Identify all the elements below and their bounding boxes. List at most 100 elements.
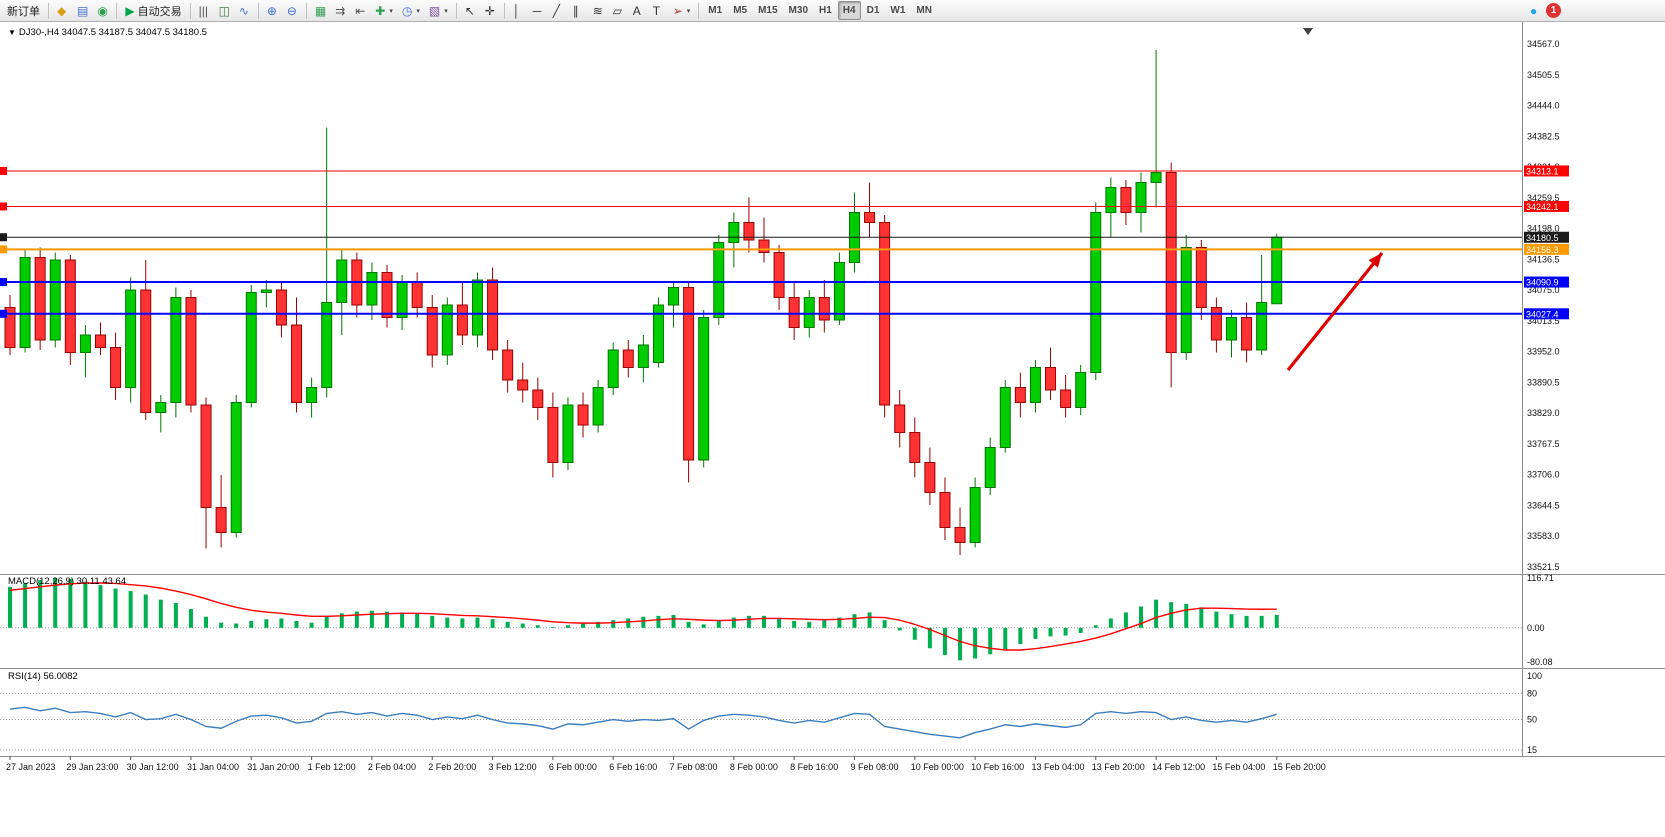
time-axis-label: 7 Feb 08:00 bbox=[670, 762, 718, 772]
auto-scroll-button[interactable]: ⇉ bbox=[331, 1, 350, 20]
trend-arrow-line[interactable] bbox=[1286, 251, 1384, 372]
chart-canvas[interactable]: 34567.034505.534444.034382.534321.034259… bbox=[0, 22, 1665, 837]
candle-body bbox=[321, 302, 333, 388]
timeframe-d1-button-label: D1 bbox=[866, 5, 880, 16]
indicators-button[interactable]: ✚ ▾ bbox=[371, 1, 397, 20]
cursor-button[interactable]: ↖ bbox=[461, 1, 480, 20]
navigator-icon: ◉ bbox=[97, 3, 108, 18]
macd-histogram-bar bbox=[565, 625, 570, 628]
candle-body bbox=[1060, 389, 1072, 408]
timeframe-m15-button[interactable]: M15 bbox=[753, 1, 782, 20]
candle-body bbox=[668, 287, 680, 306]
macd-histogram-bar bbox=[1274, 614, 1279, 628]
auto-trading-button[interactable]: ▶ 自动交易 bbox=[121, 1, 185, 20]
dropdown-arrow-icon: ▾ bbox=[416, 7, 420, 15]
crosshair-button[interactable]: ✛ bbox=[481, 1, 500, 20]
text-label-button[interactable]: T bbox=[649, 1, 668, 20]
crosshair-icon: ✛ bbox=[484, 3, 495, 18]
toolbar-separator bbox=[48, 2, 49, 19]
time-axis-label: 31 Jan 04:00 bbox=[187, 762, 239, 772]
timeframe-d1-button[interactable]: D1 bbox=[862, 1, 885, 20]
candlestick-chart-button[interactable]: ◫ bbox=[215, 1, 234, 20]
candle-body bbox=[381, 272, 393, 318]
tile-windows-icon: ▦ bbox=[314, 3, 327, 18]
clock-icon: ◷ bbox=[401, 3, 413, 18]
price-badge-label: 34027.4 bbox=[1526, 309, 1559, 319]
candle-body bbox=[1195, 247, 1207, 308]
trendline-button[interactable]: ╱ bbox=[549, 1, 568, 20]
cursor-icon: ↖ bbox=[464, 3, 475, 18]
zoom-in-button[interactable]: ⊕ bbox=[263, 1, 282, 20]
macd-histogram-bar bbox=[762, 615, 766, 628]
zoom-in-icon: ⊕ bbox=[266, 3, 277, 18]
zoom-out-button[interactable]: ⊖ bbox=[283, 1, 302, 20]
periods-button[interactable]: ◷ ▾ bbox=[398, 1, 424, 20]
macd-histogram-bar bbox=[746, 615, 751, 628]
candle-body bbox=[1150, 172, 1162, 183]
timeframe-m1-button[interactable]: M1 bbox=[703, 1, 727, 20]
macd-histogram-bar bbox=[897, 627, 902, 631]
macd-histogram-bar bbox=[490, 619, 495, 628]
chat-icon: ● bbox=[1530, 3, 1538, 18]
new-order-button-label: 新订单 bbox=[7, 5, 40, 18]
notification-badge[interactable]: 1 bbox=[1546, 3, 1561, 18]
candle-body bbox=[652, 304, 664, 363]
macd-histogram-bar bbox=[611, 620, 616, 628]
macd-axis-label: 0.00 bbox=[1527, 623, 1545, 633]
macd-histogram-bar bbox=[1048, 627, 1053, 637]
candle-body bbox=[215, 507, 227, 533]
candle-body bbox=[275, 289, 287, 326]
market-watch-button[interactable]: ◆ bbox=[53, 1, 72, 20]
macd-histogram-bar bbox=[927, 627, 932, 649]
line-chart-button[interactable]: ∿ bbox=[235, 1, 254, 20]
candle-body bbox=[79, 334, 91, 353]
price-badge-label: 34156.3 bbox=[1526, 245, 1559, 255]
price-axis-label: 33583.0 bbox=[1527, 531, 1560, 541]
price-axis-label: 34013.5 bbox=[1527, 316, 1560, 326]
templates-button[interactable]: ▧ ▾ bbox=[425, 1, 452, 20]
macd-histogram-bar bbox=[1229, 614, 1234, 628]
text-icon: A bbox=[632, 3, 641, 18]
trend-arrow-head[interactable] bbox=[1368, 253, 1382, 268]
chat-button[interactable]: ● bbox=[1526, 1, 1545, 20]
chart-shift-button[interactable]: ⇤ bbox=[351, 1, 370, 20]
candle-body bbox=[200, 404, 212, 508]
arrows-button[interactable]: ➢ ▾ bbox=[669, 1, 695, 20]
channel-button[interactable]: ∥ bbox=[569, 1, 588, 20]
macd-histogram-bar bbox=[385, 611, 389, 628]
price-axis-label: 34505.5 bbox=[1527, 70, 1560, 80]
candle-body bbox=[411, 282, 423, 308]
candle-body bbox=[532, 389, 544, 408]
timeframe-m5-button[interactable]: M5 bbox=[728, 1, 752, 20]
toolbar-separator bbox=[305, 2, 307, 19]
timeframe-m30-button[interactable]: M30 bbox=[784, 1, 813, 20]
bar-chart-button[interactable]: ||| bbox=[195, 1, 214, 20]
data-window-button[interactable]: ▤ bbox=[73, 1, 92, 20]
fibonacci-button[interactable]: ≋ bbox=[589, 1, 608, 20]
time-axis-label: 10 Feb 00:00 bbox=[911, 762, 964, 772]
price-axis[interactable] bbox=[1523, 22, 1665, 837]
candle-body bbox=[743, 222, 755, 241]
horizontal-line-button[interactable]: ─ bbox=[529, 1, 548, 20]
candle-body bbox=[1014, 387, 1026, 403]
time-axis-label: 10 Feb 16:00 bbox=[971, 762, 1024, 772]
text-button[interactable]: A bbox=[629, 1, 648, 20]
timeframe-mn-button[interactable]: MN bbox=[911, 1, 937, 20]
macd-histogram-bar bbox=[822, 620, 827, 628]
navigator-button[interactable]: ◉ bbox=[93, 1, 112, 20]
vertical-line-button[interactable]: │ bbox=[509, 1, 528, 20]
chart-shift-marker-icon[interactable] bbox=[1303, 28, 1313, 35]
candle-body bbox=[924, 462, 936, 493]
timeframe-h1-button[interactable]: H1 bbox=[814, 1, 837, 20]
shapes-button[interactable]: ▱ bbox=[609, 1, 628, 20]
rsi-axis-label: 80 bbox=[1527, 688, 1537, 698]
macd-histogram-bar bbox=[98, 585, 103, 628]
timeframe-w1-button[interactable]: W1 bbox=[885, 1, 910, 20]
ohlc-readout: DJ30-,H4 34047.5 34187.5 34047.5 34180.5 bbox=[18, 27, 207, 38]
rsi-line bbox=[9, 706, 1277, 739]
timeframe-h4-button[interactable]: H4 bbox=[837, 1, 861, 20]
tile-windows-button[interactable]: ▦ bbox=[311, 1, 330, 20]
new-order-button[interactable]: 新订单 bbox=[3, 1, 44, 20]
macd-histogram-bar bbox=[83, 581, 88, 628]
rsi-axis-label: 50 bbox=[1527, 715, 1537, 725]
